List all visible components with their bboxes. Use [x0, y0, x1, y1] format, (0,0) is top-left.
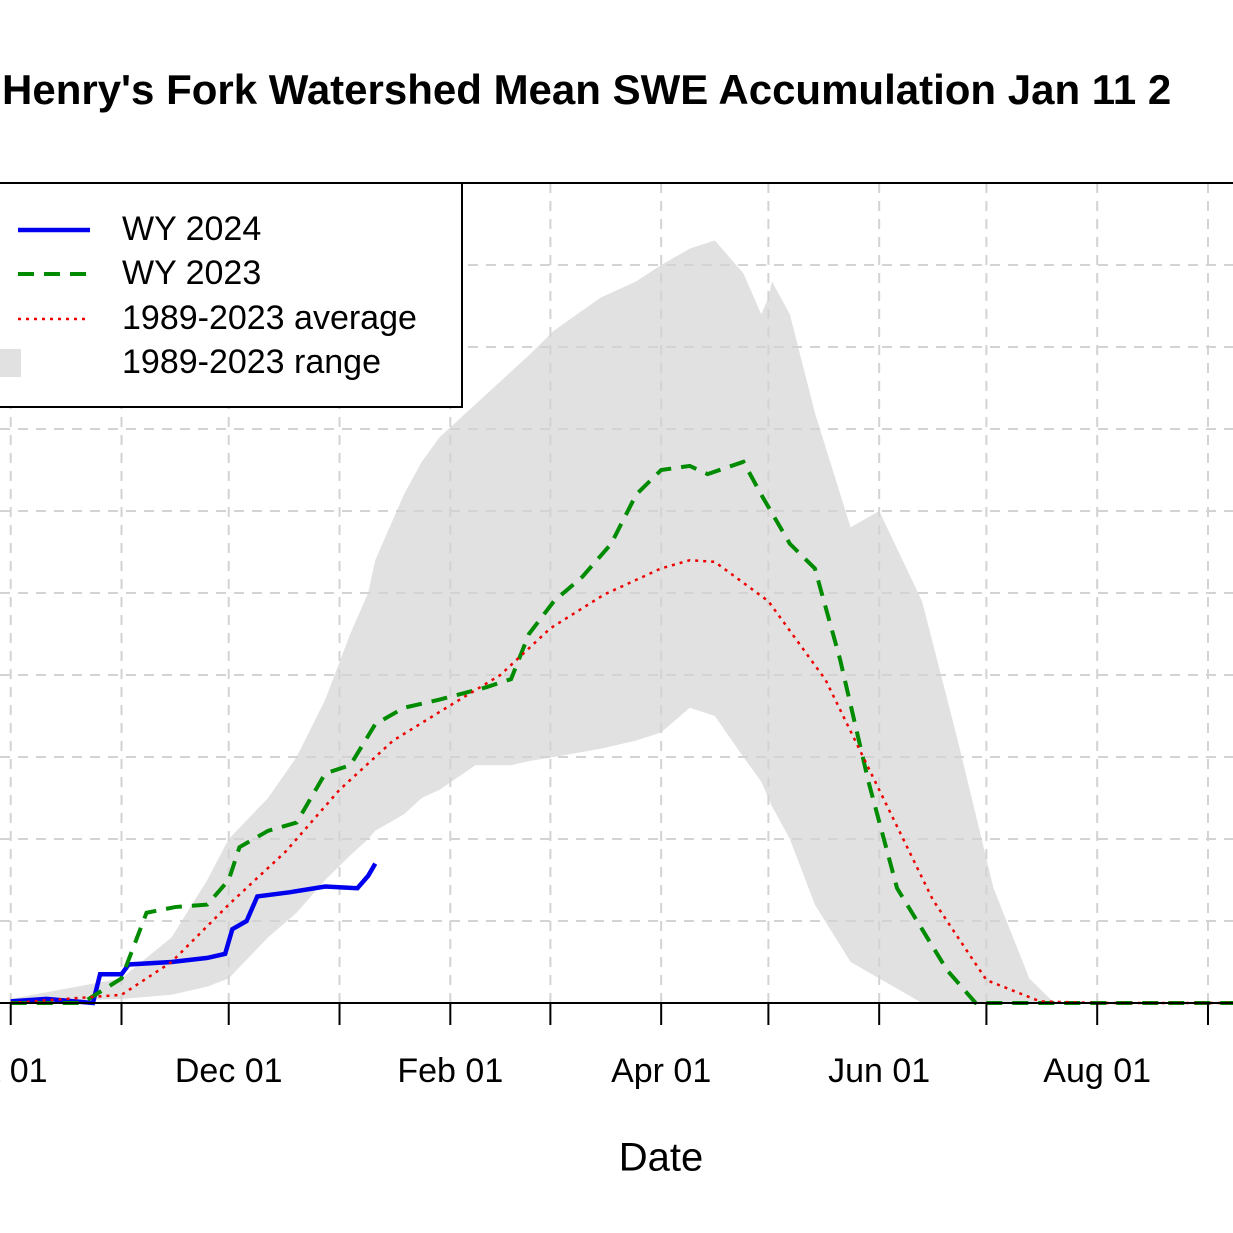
legend-label: 1989-2023 average — [122, 299, 417, 337]
x-tick-label: Apr 01 — [611, 1052, 711, 1090]
series-line — [10, 862, 378, 1006]
legend: WY 2024 WY 2023 1989-2023 average 1989-2023… — [0, 182, 463, 408]
legend-label: WY 2023 — [122, 254, 261, 292]
x-tick-label: ct 01 — [0, 1052, 48, 1090]
legend-label: 1989-2023 range — [122, 343, 381, 381]
range-band — [10, 240, 1233, 1003]
x-tick-label: Feb 01 — [397, 1052, 503, 1090]
x-tick-label: Dec 01 — [175, 1052, 283, 1090]
chart-title: Henry's Fork Watershed Mean SWE Accumula… — [2, 66, 1171, 113]
legend-label: WY 2024 — [122, 210, 261, 248]
legend-box — [0, 182, 463, 408]
x-axis-label: Date — [619, 1136, 704, 1180]
x-tick-label: Aug 01 — [1043, 1052, 1151, 1090]
x-tick-label: Jun 01 — [828, 1052, 930, 1090]
legend-swatch — [0, 349, 21, 377]
